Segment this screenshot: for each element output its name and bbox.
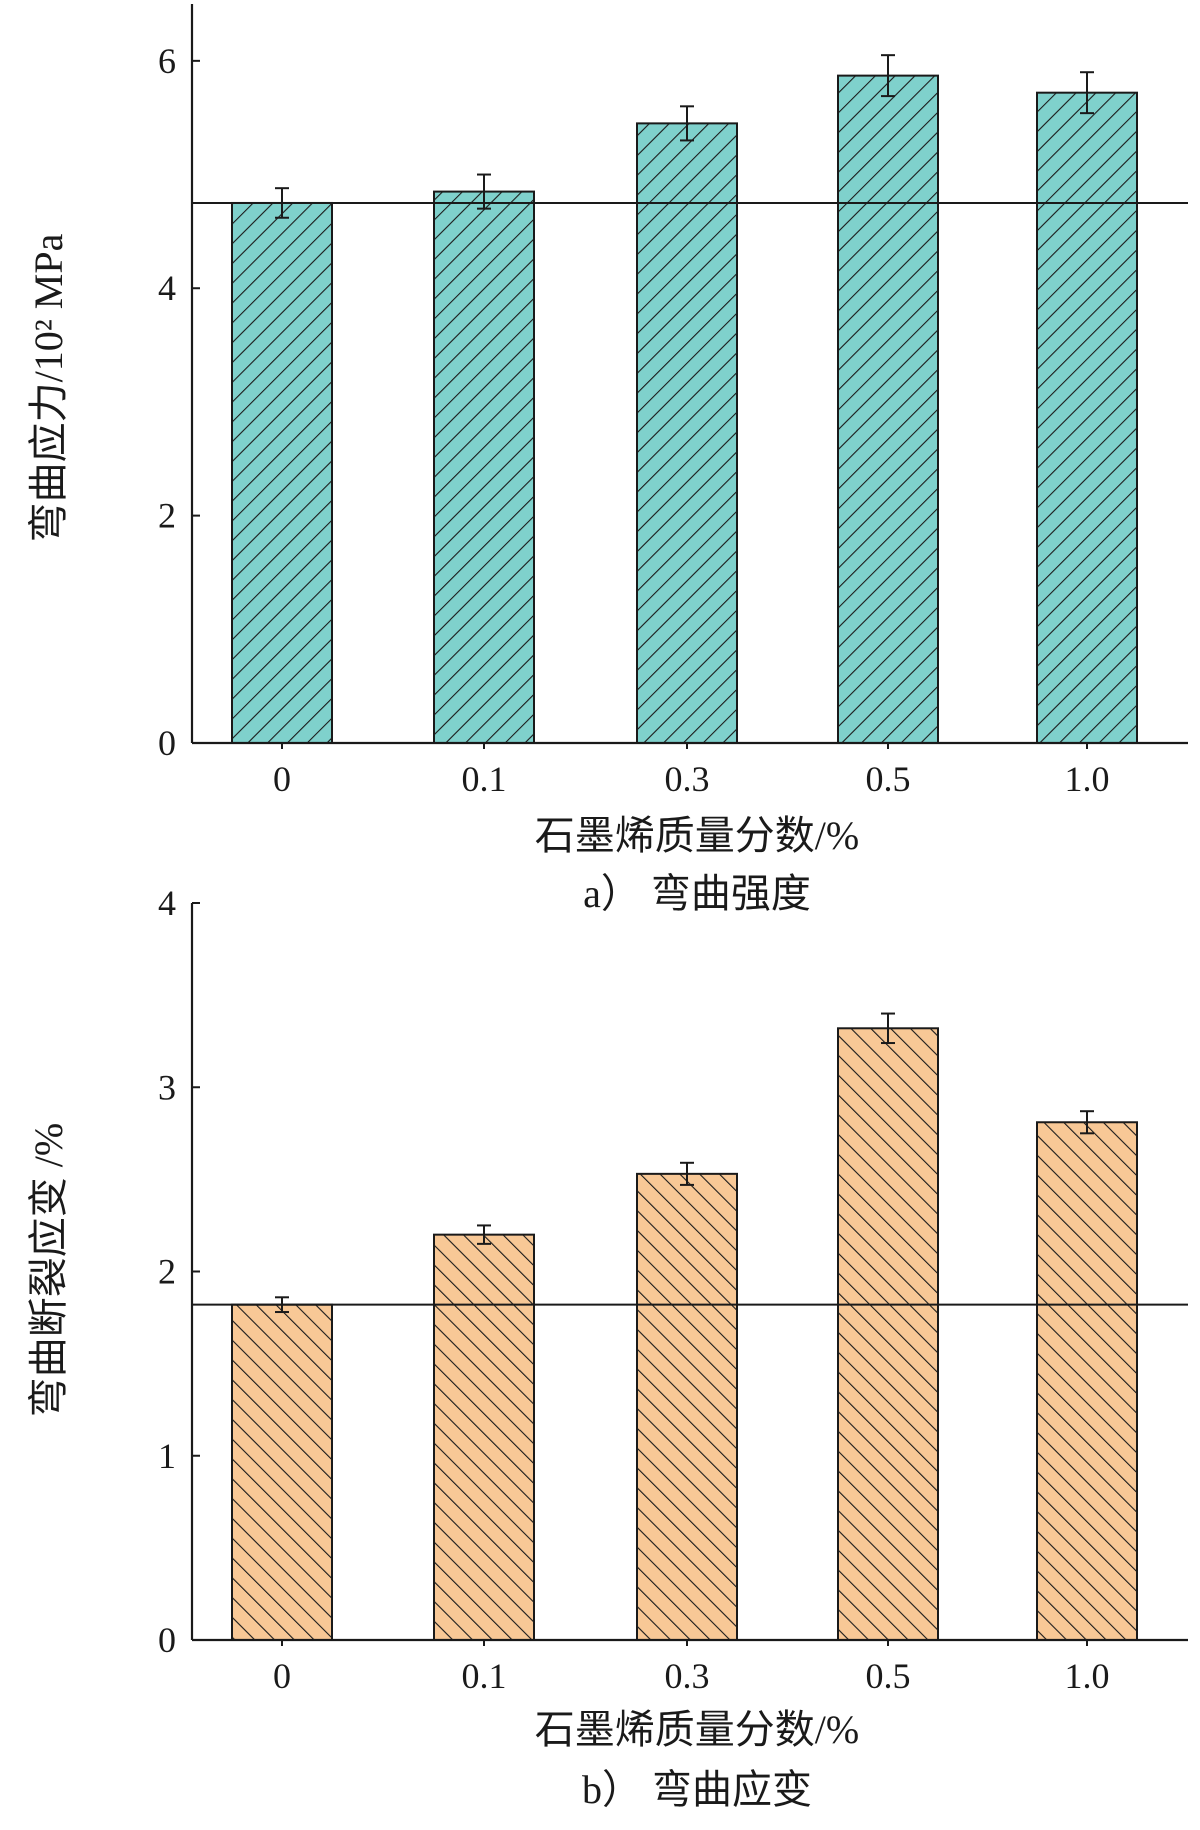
- x-tick-label-a-4: 1.0: [1065, 759, 1110, 799]
- bar-hatch-b-3: [837, 1027, 939, 1642]
- chart-panel-b: 0 0.1 0.3 0.5 1.0 0 1 2 3 4 石墨烯质量分数/% 弯曲断裂应变 /% b…: [26, 883, 1188, 1812]
- x-tick-label-a-3: 0.5: [866, 759, 911, 799]
- y-tick-label-a-3: 6: [158, 41, 176, 81]
- bar-hatch-b-4: [1036, 1121, 1138, 1641]
- x-tick-label-a-2: 0.3: [665, 759, 710, 799]
- y-tick-label-a-2: 4: [158, 268, 176, 308]
- x-tick-label-b-4: 1.0: [1065, 1656, 1110, 1696]
- y-tick-label-a-1: 2: [158, 496, 176, 536]
- bar-hatch-a-2: [636, 122, 738, 744]
- bar-hatch-a-0: [231, 201, 333, 744]
- y-axis-label-b: 弯曲断裂应变 /%: [26, 1123, 71, 1417]
- plot-area-a: 0 0.1 0.3 0.5 1.0 0 2 4 6: [158, 4, 1188, 799]
- y-tick-label-b-4: 4: [158, 883, 176, 923]
- x-axis-label-b: 石墨烯质量分数/%: [535, 1707, 859, 1752]
- x-axis-label-a: 石墨烯质量分数/%: [535, 813, 859, 858]
- caption-a: a） 弯曲强度: [583, 871, 811, 916]
- x-tick-label-a-0: 0: [273, 759, 291, 799]
- bar-hatch-a-3: [837, 74, 939, 744]
- x-tick-label-b-0: 0: [273, 1656, 291, 1696]
- bar-hatch-b-2: [636, 1172, 738, 1642]
- x-tick-label-b-1: 0.1: [462, 1656, 507, 1696]
- y-tick-label-b-1: 1: [158, 1436, 176, 1476]
- x-tick-label-b-3: 0.5: [866, 1656, 911, 1696]
- x-tick-label-b-2: 0.3: [665, 1656, 710, 1696]
- bar-hatch-a-1: [433, 190, 535, 745]
- y-tick-label-b-3: 3: [158, 1067, 176, 1107]
- y-axis-label-a: 弯曲应力/10² MPa: [26, 233, 71, 542]
- y-tick-label-b-2: 2: [158, 1252, 176, 1292]
- bar-hatch-b-0: [231, 1303, 333, 1642]
- bar-hatch-b-1: [433, 1233, 535, 1642]
- caption-b: b） 弯曲应变: [582, 1767, 812, 1812]
- plot-area-b: 0 0.1 0.3 0.5 1.0 0 1 2 3 4: [158, 883, 1188, 1696]
- chart-panel-a: 0 0.1 0.3 0.5 1.0 0 2 4 6 石墨烯质量分数/% 弯曲应力/10² MPa…: [26, 4, 1188, 916]
- bar-hatch-a-4: [1036, 91, 1138, 745]
- y-tick-label-b-0: 0: [158, 1620, 176, 1660]
- y-tick-label-a-0: 0: [158, 723, 176, 763]
- x-tick-label-a-1: 0.1: [462, 759, 507, 799]
